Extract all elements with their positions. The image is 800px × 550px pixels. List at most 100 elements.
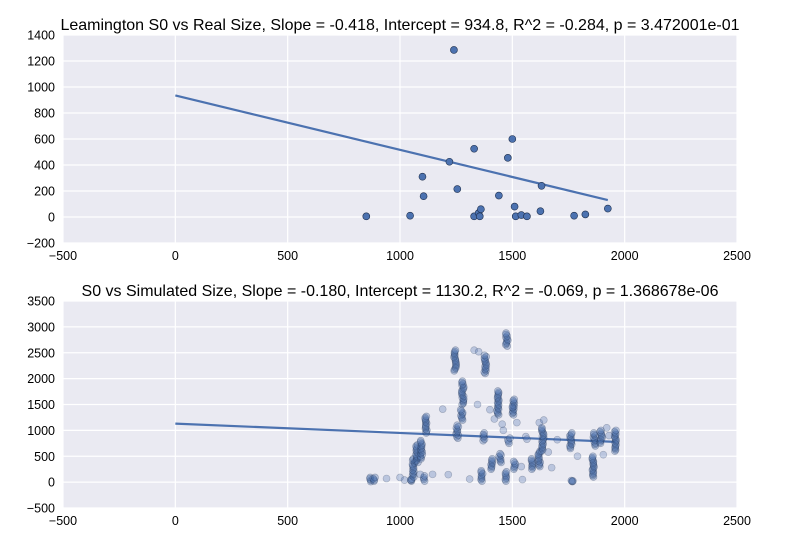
- data-point: [605, 431, 613, 440]
- data-point: [591, 432, 600, 440]
- y-tick-labels: −500 0 500 1000 1500 2000 2500 3000 3500: [27, 295, 55, 516]
- data-point: [538, 432, 547, 440]
- data-point: [497, 451, 505, 459]
- data-point: [567, 476, 576, 485]
- chart-panel-real-size: Leamington S0 vs Real Size, Slope = -0.4…: [27, 17, 751, 263]
- data-point: [566, 444, 575, 453]
- data-point: [481, 362, 489, 371]
- y-tick-label: 800: [34, 107, 55, 121]
- chart-panel-simulated-size: S0 vs Simulated Size, Slope = -0.180, In…: [27, 283, 751, 528]
- data-point: [479, 430, 488, 439]
- data-point: [494, 390, 503, 398]
- data-point: [488, 457, 496, 466]
- data-point: [589, 433, 598, 442]
- data-point: [481, 369, 489, 378]
- data-point: [504, 436, 512, 444]
- data-point: [602, 423, 611, 432]
- data-point: [493, 402, 502, 411]
- data-point: [509, 457, 518, 466]
- data-point: [422, 427, 430, 436]
- data-point: [451, 354, 459, 363]
- data-point: [596, 428, 604, 436]
- data-point: [416, 436, 425, 445]
- data-point: [457, 407, 466, 415]
- data-point: [534, 457, 543, 465]
- data-point: [459, 395, 468, 403]
- x-tick-label: 2500: [723, 249, 751, 263]
- data-point: [581, 210, 590, 219]
- y-tick-label: 0: [48, 211, 55, 225]
- data-point: [539, 416, 548, 424]
- chart-title: Leamington S0 vs Real Size, Slope = -0.4…: [60, 17, 739, 34]
- x-tick-label: 1500: [498, 249, 526, 263]
- data-point: [482, 364, 490, 372]
- data-point: [547, 463, 556, 472]
- data-point: [452, 361, 460, 370]
- data-point: [408, 456, 417, 465]
- data-point: [591, 442, 600, 450]
- x-tick-labels: −500 0 500 1000 1500 2000 2500: [49, 249, 751, 263]
- data-point: [589, 464, 597, 473]
- data-point: [590, 463, 598, 472]
- data-point: [538, 441, 546, 450]
- data-point: [445, 157, 454, 166]
- x-tick-label: 2000: [611, 514, 639, 528]
- data-point: [458, 388, 466, 396]
- data-point: [589, 469, 598, 477]
- data-point: [553, 435, 562, 444]
- data-point: [494, 391, 502, 400]
- data-point: [412, 447, 421, 456]
- data-point: [414, 458, 422, 467]
- y-tick-label: 500: [34, 450, 55, 464]
- data-point: [499, 426, 508, 435]
- data-point: [494, 399, 502, 408]
- data-point: [510, 405, 518, 414]
- data-point: [589, 459, 598, 467]
- data-point: [539, 440, 547, 449]
- data-point: [451, 364, 460, 372]
- data-point: [453, 425, 461, 434]
- data-point: [488, 459, 497, 468]
- data-point: [538, 445, 547, 454]
- data-point: [510, 465, 518, 473]
- data-point: [409, 468, 417, 477]
- data-point: [508, 403, 517, 411]
- data-point: [535, 452, 543, 461]
- data-point: [610, 427, 619, 436]
- data-point: [459, 397, 468, 406]
- data-point: [482, 352, 491, 361]
- data-point: [410, 459, 419, 467]
- data-point: [612, 426, 620, 435]
- data-point: [370, 476, 378, 484]
- data-point: [414, 449, 422, 457]
- data-point: [538, 437, 546, 446]
- y-tick-label: 400: [34, 159, 55, 173]
- data-point: [535, 418, 544, 427]
- data-point: [412, 446, 421, 455]
- data-point: [502, 330, 510, 339]
- data-point: [611, 438, 619, 447]
- data-point: [409, 470, 418, 478]
- data-point: [406, 211, 414, 220]
- data-point: [597, 426, 605, 435]
- data-point: [494, 405, 503, 414]
- data-point: [474, 347, 483, 356]
- data-point: [453, 421, 461, 430]
- data-point: [417, 439, 426, 448]
- data-point: [503, 332, 511, 340]
- x-tick-label: 1500: [498, 514, 526, 528]
- data-point: [589, 460, 598, 469]
- data-point: [589, 429, 598, 437]
- data-point: [480, 429, 489, 437]
- data-point: [528, 463, 537, 472]
- data-point: [458, 400, 466, 409]
- data-point: [588, 455, 597, 463]
- data-point: [477, 468, 485, 477]
- y-tick-label: 1500: [27, 398, 55, 412]
- data-point: [412, 457, 420, 465]
- data-point: [477, 205, 485, 213]
- data-point: [421, 425, 430, 433]
- data-point: [416, 449, 425, 458]
- x-tick-labels: −500 0 500 1000 1500 2000 2500: [49, 514, 751, 528]
- data-point: [410, 473, 418, 481]
